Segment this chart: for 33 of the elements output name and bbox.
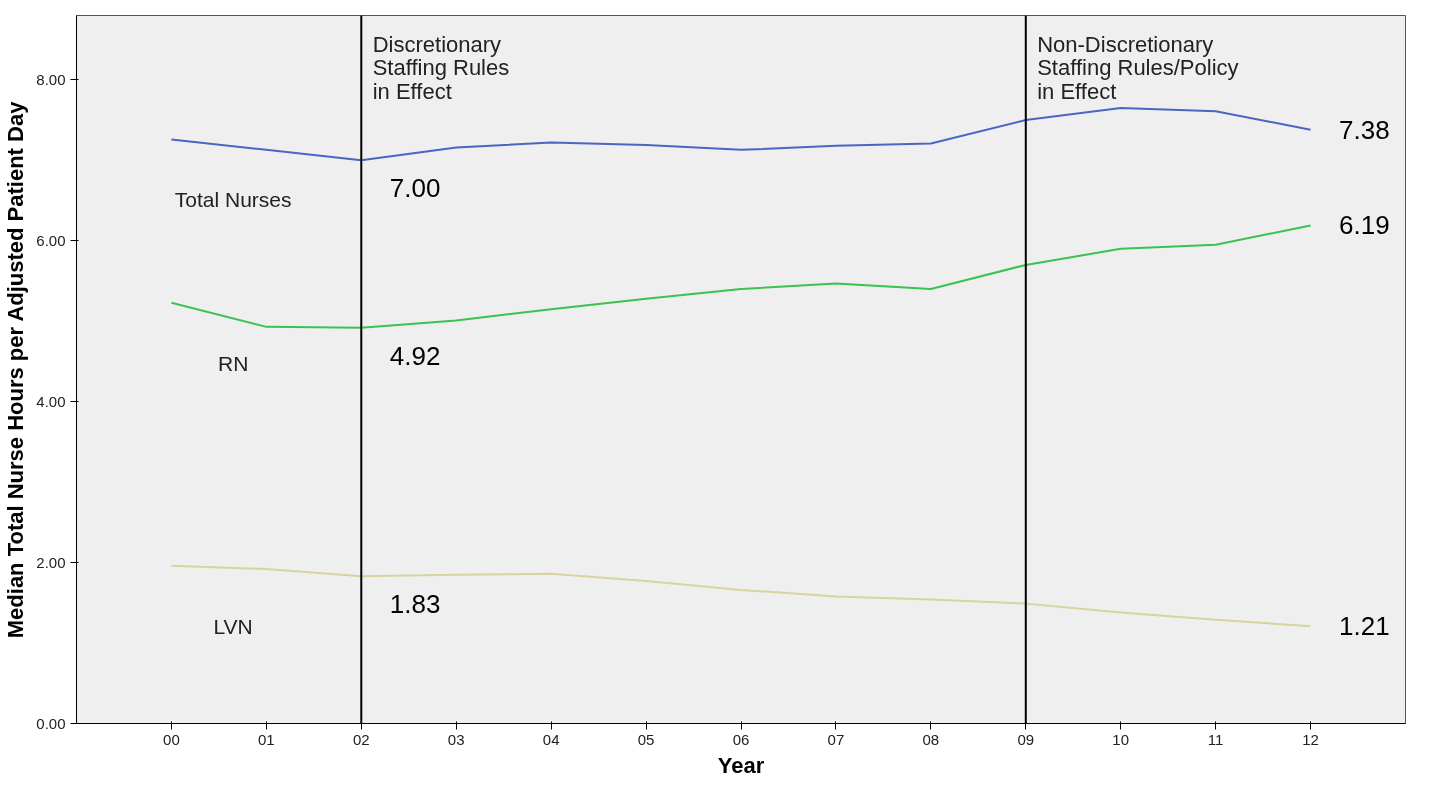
x-tick-label: 06 [732,730,750,748]
x-tick-label: 09 [1017,730,1035,748]
x-tick-label: 05 [637,730,655,748]
ref-line-label: Non-Discretionary Staffing Rules/Policy in Effect [1037,31,1239,105]
x-tick-label: 10 [1112,730,1130,748]
series-label: RN [217,351,249,375]
series-label: Total Nurses [174,188,292,212]
line-series [170,107,1312,162]
data-label: 7.38 [1339,114,1390,145]
x-tick-label: 07 [827,730,845,748]
ref-line-label: Discretionary Staffing Rules in Effect [372,31,510,105]
data-label: 4.92 [389,340,441,371]
line-series [170,224,1312,329]
data-label: 1.83 [389,589,441,620]
x-tick-label: 04 [542,730,560,748]
y-tick-label: 2.00 [36,553,66,571]
y-tick-label: 8.00 [36,70,66,88]
y-axis-title: Median Total Nurse Hours per Adjusted Patient Day [3,100,29,639]
x-tick-label: 03 [447,730,465,748]
y-tick-label: 4.00 [36,392,66,410]
x-tick-label: 02 [352,730,370,748]
y-tick-label: 6.00 [36,231,66,249]
data-label: 6.19 [1339,210,1390,241]
data-label: 1.21 [1339,611,1390,642]
x-tick-label: 08 [922,730,940,748]
x-tick-label: 12 [1302,730,1319,748]
text: LVN [213,614,253,638]
x-axis-title: Year [717,752,765,778]
x-tick-label: 11 [1207,730,1224,748]
y-tick-label: 0.00 [36,714,66,732]
x-tick-label: 01 [258,730,275,748]
data-label: 7.00 [389,173,441,204]
x-tick-label: 00 [163,730,180,748]
